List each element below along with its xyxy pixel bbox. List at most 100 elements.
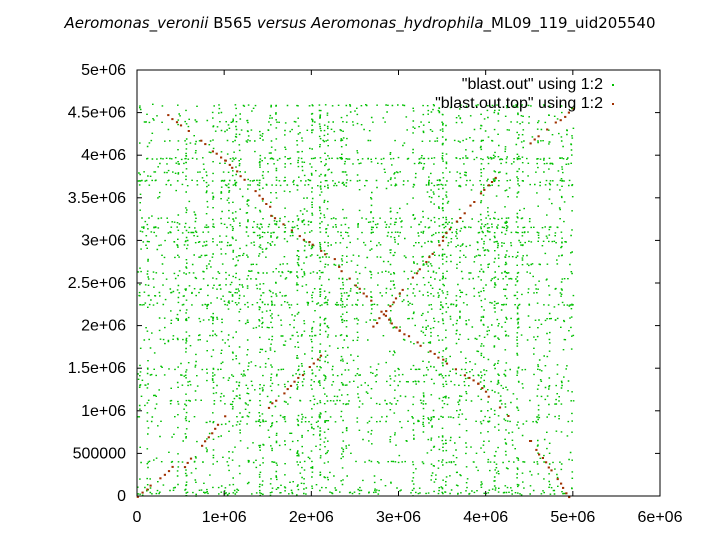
blast-out-top-point: [472, 379, 475, 382]
title-species-a: Aeromonas_veronii: [64, 14, 209, 32]
title-versus: versus: [256, 14, 312, 32]
blast-out-top-point: [507, 415, 510, 417]
y-tick-label: 4.5e+06: [68, 105, 126, 122]
blast-out-top-point: [228, 163, 231, 166]
blast-out-top-point: [416, 341, 419, 344]
blast-out-points: [137, 103, 575, 497]
blast-out-top-point: [267, 406, 271, 409]
blast-out-top-point: [385, 310, 388, 313]
blast-out-top-point: [207, 436, 210, 439]
blast-out-top-point: [398, 292, 401, 295]
y-tick-label: 0: [117, 488, 126, 505]
blast-out-top-point: [308, 366, 311, 368]
blast-out-top-point: [316, 358, 320, 361]
blast-out-top-point: [215, 152, 218, 155]
blast-out-top-point: [438, 244, 441, 247]
blast-out-top-point: [384, 314, 387, 317]
blast-out-top-point: [365, 295, 368, 298]
blast-out-top-point: [382, 313, 385, 316]
y-tick-label: 3e+06: [81, 232, 126, 249]
blast-out-top-point: [477, 382, 480, 385]
blast-out-top-point: [484, 390, 488, 393]
blast-out-top-point: [487, 184, 490, 187]
blast-out-top-point: [415, 272, 419, 275]
blast-out-top-point: [290, 229, 293, 232]
blast-out-top-point: [159, 477, 162, 480]
blast-out-top-point: [428, 256, 431, 259]
blast-out-top-point: [547, 466, 550, 469]
blast-out-top-point: [454, 368, 457, 371]
blast-out-top-point: [239, 175, 242, 178]
blast-out-top-point: [136, 495, 139, 498]
blast-out-top-point: [261, 197, 264, 200]
blast-out-point-cloud: [137, 103, 575, 497]
blast-out-top-point: [236, 170, 239, 173]
blast-out-top-point: [204, 143, 207, 146]
blast-out-top-point: [560, 482, 563, 485]
blast-out-top-point: [483, 188, 486, 191]
blast-out-top-point: [187, 130, 190, 132]
y-tick-label: 1.5e+06: [68, 360, 126, 377]
blast-out-top-point: [312, 362, 315, 365]
blast-out-top-point: [455, 220, 458, 223]
blast-out-top-point: [338, 265, 341, 268]
y-tick-label: 3.5e+06: [68, 190, 126, 207]
blast-out-top-point: [348, 277, 351, 280]
blast-out-top-point: [572, 107, 575, 110]
blast-out-top-point: [487, 395, 490, 398]
y-tick-label: 5e+06: [81, 62, 126, 79]
blast-out-top-point: [214, 427, 217, 430]
blast-out-top-point: [358, 287, 361, 290]
title-strain-b: _ML09_119_uid205540: [483, 14, 656, 32]
blast-out-top-point: [183, 466, 187, 469]
blast-out-top-point: [481, 387, 484, 390]
blast-out-top-point: [498, 406, 502, 409]
blast-out-top-point: [556, 478, 559, 481]
y-tick-label: 500000: [73, 445, 126, 462]
blast-out-top-point: [271, 402, 274, 405]
blast-out-top-point: [546, 128, 549, 131]
blast-out-top-point: [269, 205, 272, 208]
blast-out-top-point: [283, 392, 286, 395]
chart-title: Aeromonas_veronii B565 versus Aeromonas_…: [0, 14, 720, 32]
blast-out-top-point: [224, 159, 227, 162]
blast-out-top-point: [441, 239, 445, 242]
blast-out-top-point: [275, 399, 278, 402]
y-tick-label: 2e+06: [81, 318, 126, 335]
blast-out-top-point: [286, 388, 289, 391]
blast-out-top-point: [293, 380, 296, 383]
blast-out-top-point: [302, 238, 305, 241]
blast-out-top-point: [362, 292, 365, 295]
blast-out-top-point: [200, 139, 203, 142]
blast-out-top-point: [389, 305, 392, 308]
blast-out-top-point: [308, 241, 311, 243]
title-strain-a: B565: [208, 14, 257, 32]
blast-out-top-point: [403, 333, 406, 336]
blast-out-top-point: [398, 329, 401, 332]
blast-out-top-point: [270, 214, 273, 217]
blast-out-top-point: [201, 444, 204, 447]
blast-out-top-point: [441, 236, 445, 239]
blast-out-top-point: [429, 350, 432, 353]
blast-out-top-point: [216, 423, 220, 426]
blast-out-top-point: [392, 301, 395, 304]
blast-out-top-point: [258, 194, 261, 197]
blast-out-top-point: [407, 335, 411, 338]
blast-out-top-point: [324, 253, 327, 256]
blast-out-top-point: [298, 235, 301, 238]
blast-out-top-point: [537, 135, 540, 138]
x-tick-label: 5e+06: [550, 509, 595, 526]
blast-out-top-point: [529, 440, 532, 442]
blast-out-top-point: [425, 261, 428, 263]
blast-out-top-point: [141, 491, 144, 494]
blast-out-top-point: [289, 384, 293, 387]
blast-out-top-point: [224, 415, 227, 418]
blast-out-top-point: [380, 310, 383, 313]
blast-out-top-point: [189, 457, 193, 460]
plot-frame: [136, 69, 661, 497]
blast-out-top-point: [538, 453, 541, 456]
blast-out-top-point: [211, 432, 214, 435]
blast-out-top-point: [171, 118, 174, 121]
y-tick-label: 4e+06: [81, 147, 126, 164]
x-tick-label: 3e+06: [376, 509, 421, 526]
